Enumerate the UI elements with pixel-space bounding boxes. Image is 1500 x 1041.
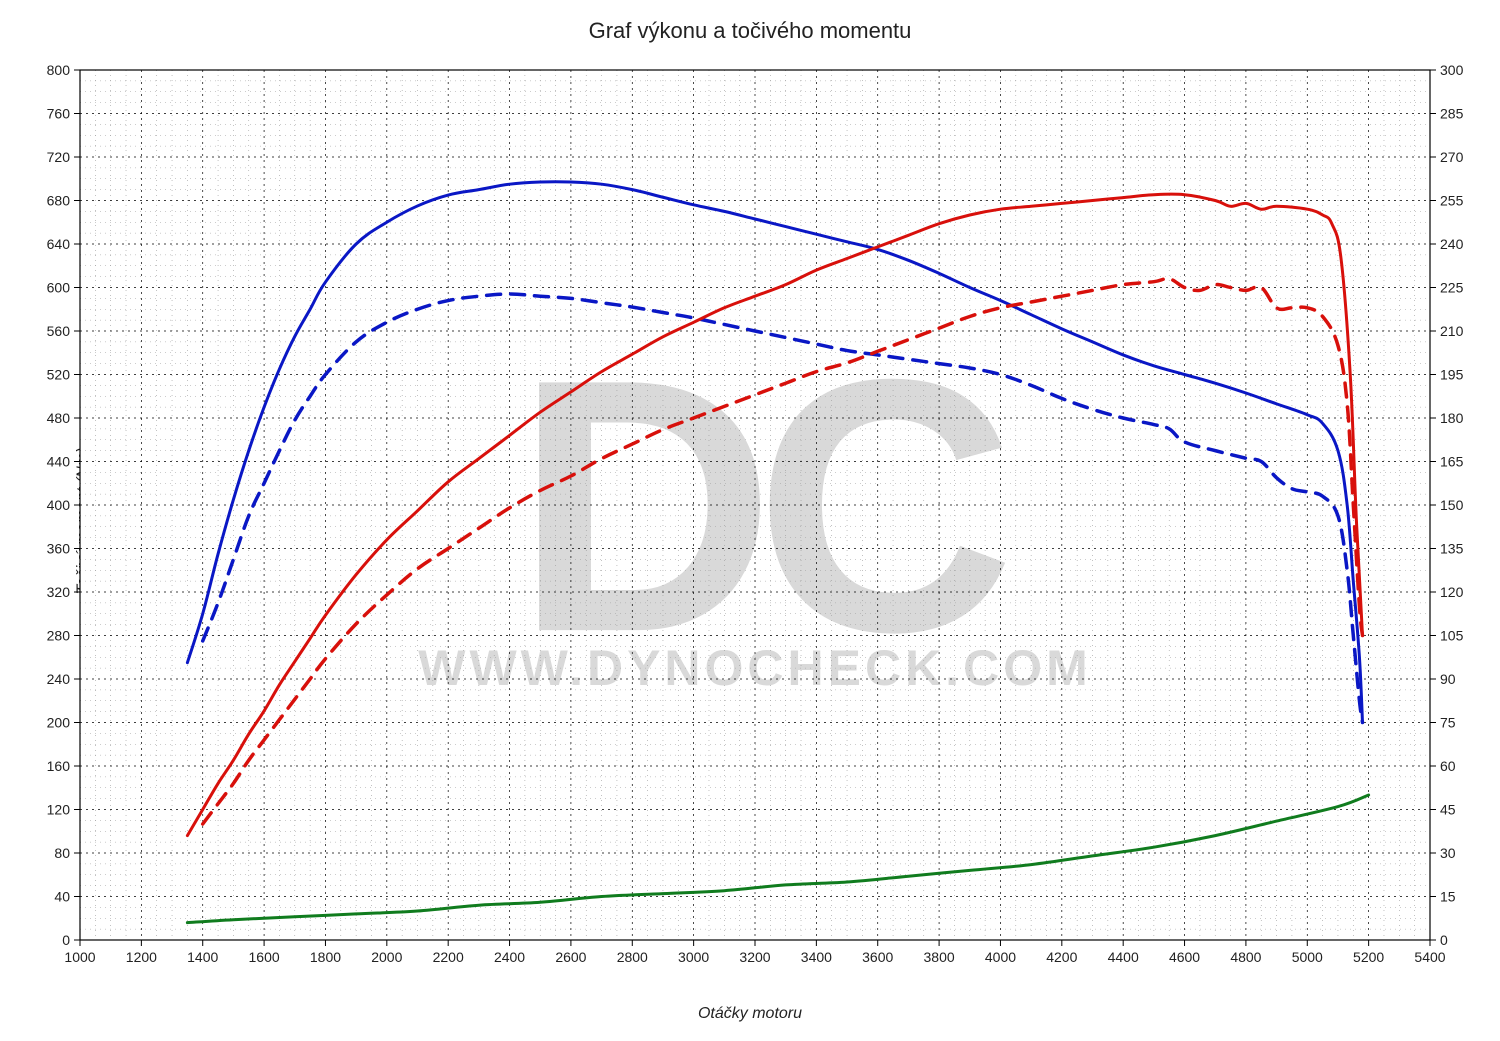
y-left-tick: 400 [47, 497, 71, 513]
x-tick: 4200 [1046, 949, 1077, 965]
y-right-tick: 60 [1440, 758, 1456, 774]
x-tick: 3800 [924, 949, 955, 965]
y-left-tick: 480 [47, 410, 71, 426]
y-left-tick: 720 [47, 149, 71, 165]
x-tick: 5400 [1414, 949, 1445, 965]
y-left-tick: 240 [47, 671, 71, 687]
y-right-tick: 270 [1440, 149, 1464, 165]
x-tick: 1000 [64, 949, 95, 965]
y-left-tick: 800 [47, 62, 71, 78]
x-tick: 4400 [1108, 949, 1139, 965]
y-left-tick: 40 [54, 889, 70, 905]
y-right-tick: 285 [1440, 106, 1464, 122]
x-tick: 4000 [985, 949, 1016, 965]
x-tick: 2400 [494, 949, 525, 965]
y-right-tick: 150 [1440, 497, 1464, 513]
y-left-tick: 440 [47, 454, 71, 470]
x-tick: 1400 [187, 949, 218, 965]
y-left-tick: 680 [47, 193, 71, 209]
y-left-tick: 280 [47, 628, 71, 644]
y-left-tick: 120 [47, 802, 71, 818]
y-right-tick: 225 [1440, 280, 1464, 296]
y-left-tick: 320 [47, 584, 71, 600]
y-right-tick: 240 [1440, 236, 1464, 252]
y-right-tick: 15 [1440, 889, 1456, 905]
y-right-tick: 300 [1440, 62, 1464, 78]
y-right-tick: 30 [1440, 845, 1456, 861]
x-tick: 2200 [433, 949, 464, 965]
x-tick: 1800 [310, 949, 341, 965]
y-right-tick: 195 [1440, 367, 1464, 383]
y-right-tick: 210 [1440, 323, 1464, 339]
y-left-tick: 640 [47, 236, 71, 252]
y-left-tick: 200 [47, 715, 71, 731]
x-tick: 3600 [862, 949, 893, 965]
y-left-tick: 760 [47, 106, 71, 122]
x-tick: 4600 [1169, 949, 1200, 965]
x-tick: 2600 [555, 949, 586, 965]
y-right-tick: 45 [1440, 802, 1456, 818]
x-tick: 5200 [1353, 949, 1384, 965]
x-tick: 2800 [617, 949, 648, 965]
y-right-tick: 180 [1440, 410, 1464, 426]
y-right-tick: 165 [1440, 454, 1464, 470]
y-left-tick: 360 [47, 541, 71, 557]
x-tick: 3200 [739, 949, 770, 965]
y-right-tick: 90 [1440, 671, 1456, 687]
x-tick: 1200 [126, 949, 157, 965]
y-right-tick: 135 [1440, 541, 1464, 557]
y-left-tick: 560 [47, 323, 71, 339]
x-tick: 3400 [801, 949, 832, 965]
x-tick: 3000 [678, 949, 709, 965]
y-left-tick: 160 [47, 758, 71, 774]
y-left-tick: 80 [54, 845, 70, 861]
y-right-tick: 255 [1440, 193, 1464, 209]
y-left-tick: 520 [47, 367, 71, 383]
x-tick: 2000 [371, 949, 402, 965]
dyno-chart: Graf výkonu a točivého momentu Točivý mo… [0, 0, 1500, 1041]
x-tick: 1600 [249, 949, 280, 965]
x-tick: 5000 [1292, 949, 1323, 965]
y-left-tick: 0 [62, 932, 70, 948]
y-right-tick: 105 [1440, 628, 1464, 644]
y-right-tick: 0 [1440, 932, 1448, 948]
y-right-tick: 75 [1440, 715, 1456, 731]
y-left-tick: 600 [47, 280, 71, 296]
x-tick: 4800 [1230, 949, 1261, 965]
plot-area: DCWWW.DYNOCHECK.COM100012001400160018002… [0, 0, 1500, 1041]
y-right-tick: 120 [1440, 584, 1464, 600]
